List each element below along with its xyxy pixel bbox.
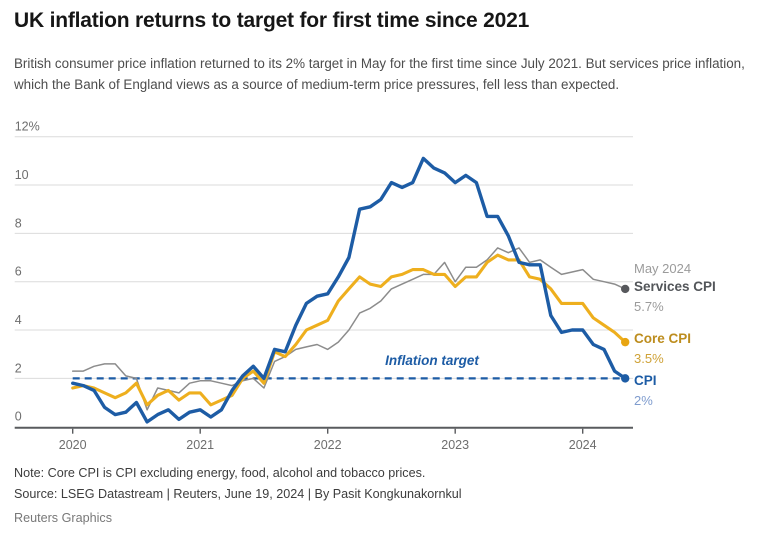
y-axis-tick-label: 2 (15, 361, 22, 375)
chart-subtitle: British consumer price inflation returne… (14, 56, 745, 93)
cpi-end-dot (621, 374, 630, 383)
footnote: Note: Core CPI is CPI excluding energy, … (14, 466, 426, 480)
y-axis-tick-label: 4 (15, 313, 22, 327)
x-axis-tick-label: 2024 (569, 438, 597, 452)
y-axis-tick-label: 0 (15, 410, 22, 424)
inflation-target-annotation: Inflation target (385, 353, 479, 368)
x-axis-tick-label: 2020 (59, 438, 87, 452)
legend-core-cpi-label: Core CPI (634, 331, 692, 346)
end-date-label: May 2024 (634, 261, 692, 276)
y-axis-tick-label: 8 (15, 216, 22, 230)
source-line: Source: LSEG Datastream | Reuters, June … (14, 487, 462, 501)
legend-services-cpi-value: 5.7% (634, 299, 664, 314)
legend-services-cpi-label: Services CPI (634, 279, 716, 294)
x-axis-tick-label: 2022 (314, 438, 342, 452)
x-axis-tick-label: 2021 (186, 438, 214, 452)
cpi-line (70, 156, 627, 424)
page-title: UK inflation returns to target for first… (14, 9, 530, 32)
services-cpi-end-dot (621, 284, 630, 294)
y-axis-tick-label: 12% (15, 120, 40, 134)
y-axis-tick-label: 10 (15, 168, 29, 182)
legend-core-cpi-value: 3.5% (634, 351, 664, 366)
legend-cpi-label: CPI (634, 373, 657, 388)
legend-cpi-value: 2% (634, 393, 653, 408)
core-cpi-line (71, 253, 627, 407)
reuters-graphics-credit: Reuters Graphics (14, 511, 112, 525)
services-cpi-line (71, 247, 626, 411)
core-cpi-end-dot (621, 337, 630, 347)
y-axis-tick-label: 6 (15, 265, 22, 279)
x-axis-tick-label: 2023 (441, 438, 469, 452)
